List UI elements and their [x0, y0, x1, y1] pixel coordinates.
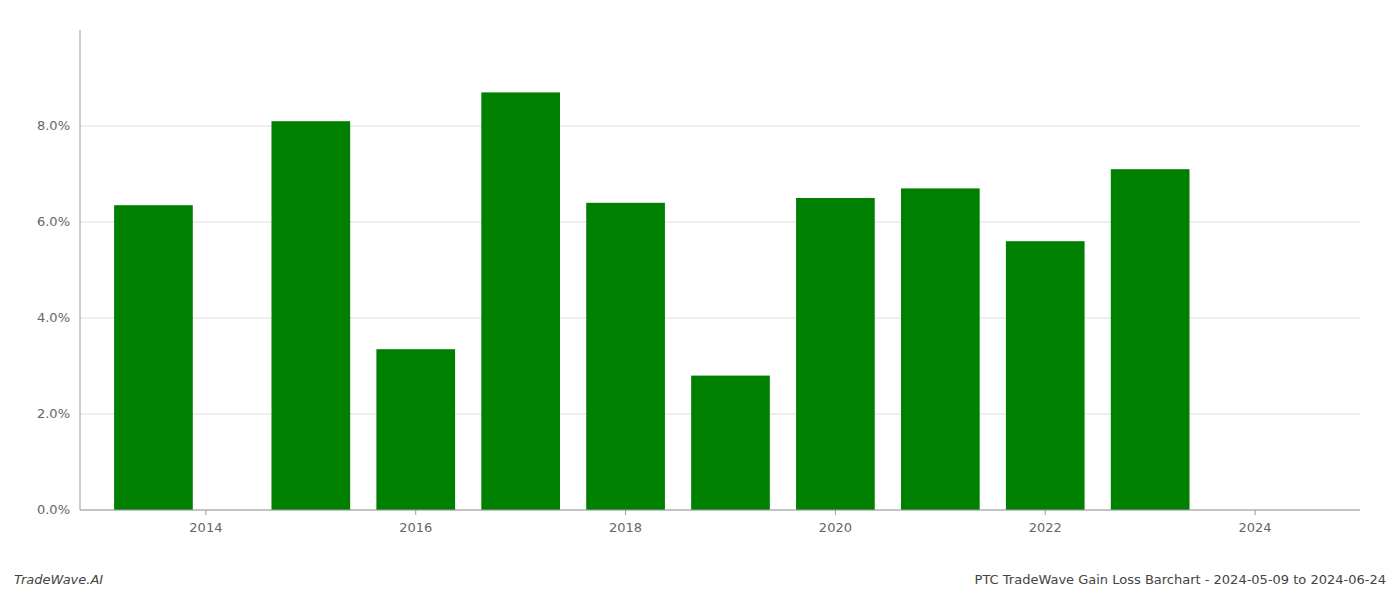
y-tick-label: 0.0% — [37, 502, 70, 517]
bar — [586, 203, 665, 510]
y-tick-labels: 0.0% 2.0% 4.0% 6.0% 8.0% — [37, 118, 70, 517]
bar — [271, 121, 350, 510]
bar — [376, 349, 455, 510]
x-tick-label: 2022 — [1029, 520, 1062, 535]
x-tick-labels: 2014 2016 2018 2020 2022 2024 — [189, 510, 1271, 535]
x-tick — [1045, 510, 1046, 515]
x-tick-label: 2016 — [399, 520, 432, 535]
y-tick-label: 8.0% — [37, 118, 70, 133]
bar — [481, 92, 560, 510]
chart-svg: 0.0% 2.0% 4.0% 6.0% 8.0% 2014 2016 2018 2020 2022… — [0, 0, 1400, 600]
bar — [691, 376, 770, 510]
bar — [1006, 241, 1085, 510]
y-tick-label: 6.0% — [37, 214, 70, 229]
y-tick-label: 2.0% — [37, 406, 70, 421]
x-tick — [625, 510, 626, 515]
x-tick — [205, 510, 206, 515]
x-tick-label: 2018 — [609, 520, 642, 535]
x-tick — [835, 510, 836, 515]
x-tick — [415, 510, 416, 515]
x-tick-label: 2024 — [1239, 520, 1272, 535]
bar — [114, 205, 193, 510]
bars — [114, 92, 1189, 510]
bar — [901, 188, 980, 510]
bar — [1111, 169, 1190, 510]
x-axis-line — [80, 510, 1360, 511]
title: PTC TradeWave Gain Loss Barchart - 2024-… — [975, 572, 1386, 587]
x-tick-label: 2020 — [819, 520, 852, 535]
y-axis-line — [80, 30, 81, 510]
x-tick — [1255, 510, 1256, 515]
chart-container: 0.0% 2.0% 4.0% 6.0% 8.0% 2014 2016 2018 2020 2022… — [0, 0, 1400, 600]
x-tick-label: 2014 — [189, 520, 222, 535]
footer-left: TradeWave.AI — [14, 572, 103, 587]
y-tick-label: 4.0% — [37, 310, 70, 325]
grid-line — [80, 510, 1360, 511]
bar — [796, 198, 875, 510]
